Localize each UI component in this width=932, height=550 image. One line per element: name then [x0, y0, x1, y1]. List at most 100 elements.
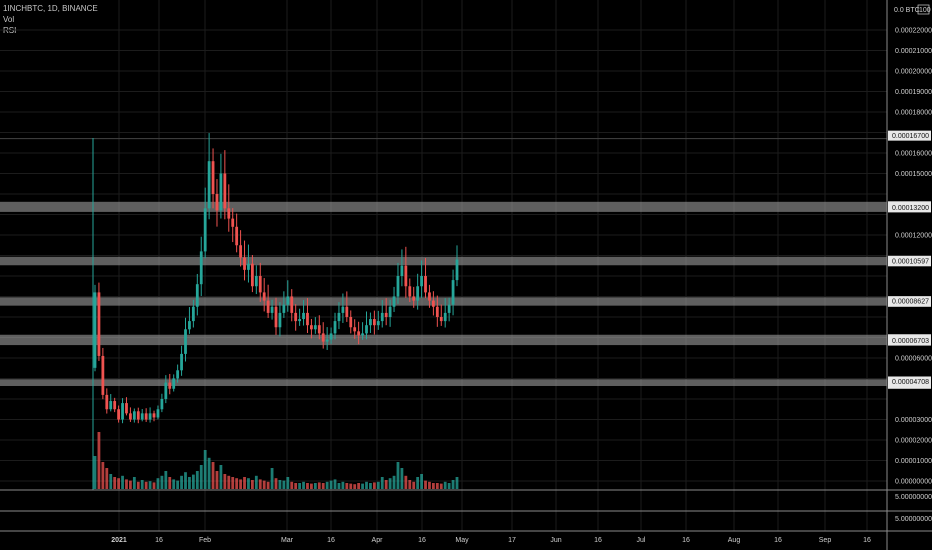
volume-bar [132, 477, 136, 489]
sr-zone [0, 256, 887, 266]
volume-bar [361, 483, 364, 489]
scale-lock-label: 100 [919, 7, 931, 14]
volume-bar [148, 481, 152, 489]
volume-bar [250, 480, 254, 489]
candle-body [325, 339, 329, 342]
volume-bar [369, 483, 372, 489]
sr-zone [0, 334, 887, 346]
sr-zone [0, 297, 887, 306]
candle-body [424, 276, 427, 293]
volume-bar [262, 480, 266, 489]
candle-body [357, 331, 361, 336]
volume-bar [152, 482, 156, 489]
candle-body [132, 411, 136, 420]
volume-bar [266, 481, 270, 489]
candle-body [274, 306, 278, 328]
volume-bar [451, 480, 455, 489]
candle-body [258, 276, 262, 293]
price-tick: 0.00015000 [895, 171, 932, 178]
scale-lock-icon[interactable] [917, 4, 930, 15]
time-axis[interactable]: 2021 16 Feb Mar 16 Apr 16 May 17 Jun 16 Jul 16 Aug 16 S… [111, 537, 871, 544]
candle-body [353, 327, 357, 332]
volume-bar [294, 483, 298, 489]
pane-dividers [0, 489, 932, 532]
volume-bar [195, 471, 199, 489]
volume-bar [188, 477, 191, 489]
price-marker-label: 0.00006703 [892, 338, 929, 345]
volume-bar [306, 483, 309, 489]
price-tick: 0.00002000 [895, 438, 932, 445]
time-tick: 16 [774, 537, 782, 544]
price-marker [888, 202, 931, 213]
candle-body [136, 411, 140, 420]
time-tick: Mar [281, 537, 294, 544]
volume-bar [341, 481, 345, 489]
time-tick: 16 [682, 537, 690, 544]
volume-bar [404, 475, 408, 489]
volume-bar [93, 456, 97, 489]
sr-zones [0, 138, 887, 386]
time-tick: 16 [155, 537, 163, 544]
candle-body [254, 276, 258, 287]
price-tick: 0.00006000 [895, 356, 932, 363]
candle-body [93, 292, 97, 368]
volume-bar [424, 480, 427, 489]
volume-bar [321, 483, 325, 489]
candle-body [294, 312, 298, 322]
volume-bar [247, 478, 250, 489]
volume-bar [258, 479, 262, 489]
time-tick: Jun [550, 537, 561, 544]
volume-bar [211, 462, 215, 489]
price-axis[interactable]: 0.0 BTC 100 0.00022000 0.00021000 0.00020000… [886, 0, 932, 550]
volume-bar [203, 450, 207, 489]
volume-bar [455, 477, 459, 489]
price-tick: 0.00003000 [895, 417, 932, 424]
price-marker-label: 0.00004708 [892, 379, 929, 386]
volume-bar [156, 478, 160, 489]
candle-body [447, 304, 451, 313]
volume-bar [380, 477, 384, 489]
price-marker [888, 296, 931, 307]
volume-bar [243, 477, 246, 489]
volume-bar [129, 480, 132, 489]
candle-body [302, 312, 305, 320]
volume-bar [235, 478, 239, 489]
volume-bar [97, 432, 101, 489]
symbol-title: 1INCHBTC, 1D, BINANCE [3, 4, 98, 13]
volume-bar [144, 481, 148, 489]
price-marker [888, 376, 931, 387]
volume-bar [365, 481, 368, 489]
time-tick: 16 [327, 537, 335, 544]
price-marker-label: 0.00010597 [892, 258, 929, 265]
candle-body [223, 173, 227, 209]
volume-bar [121, 475, 124, 489]
candle-body [247, 263, 250, 270]
candle-body [168, 382, 172, 389]
volume-bar [447, 483, 451, 489]
candle-body [207, 161, 211, 209]
candle-body [117, 409, 121, 420]
volume-bar [313, 483, 317, 489]
price-tick: 0.00012000 [895, 233, 932, 240]
price-tick: 0.00001000 [895, 458, 932, 465]
candle-body [416, 286, 420, 301]
candle-body [439, 317, 443, 322]
volume-bar [353, 484, 357, 489]
rsi-tick: 5.00000000 [895, 494, 932, 501]
candle-body [125, 403, 128, 414]
volume-bar [420, 474, 423, 489]
candle-body [365, 325, 368, 334]
volume-bar [270, 468, 274, 489]
candle-body [172, 378, 176, 389]
vol-label: Vol [3, 15, 15, 24]
candle-body [420, 276, 423, 287]
price-marker [888, 130, 931, 141]
candle-body [396, 276, 400, 297]
candle-body [337, 312, 341, 322]
volume-bar [388, 478, 392, 489]
price-tick: 0.00020000 [895, 69, 932, 76]
volume-bar [101, 462, 105, 489]
volume-bar [105, 468, 109, 489]
candle-body [219, 173, 223, 211]
